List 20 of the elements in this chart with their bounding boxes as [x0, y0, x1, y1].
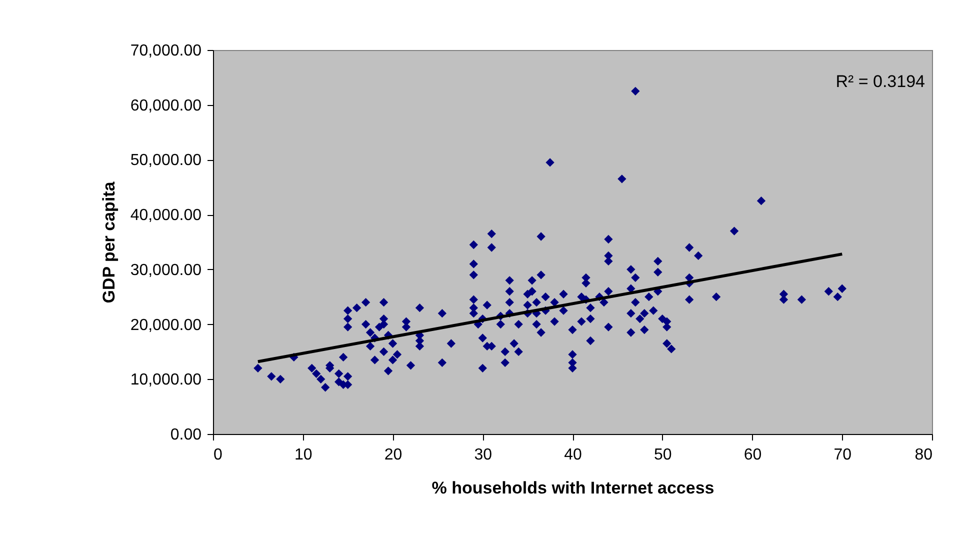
x-tick-label: 0: [214, 446, 222, 464]
y-tick-label: 70,000.00: [130, 42, 202, 60]
y-tick-label: 10,000.00: [130, 372, 202, 389]
y-tick-label: 50,000.00: [130, 152, 202, 170]
x-tick-label: 40: [564, 446, 582, 464]
x-axis-title: % households with Internet access: [432, 478, 714, 498]
y-tick-label: 60,000.00: [130, 97, 202, 114]
y-axis-title: GDP per capita: [99, 181, 118, 304]
x-tick-label: 60: [744, 446, 762, 464]
y-tick-label: 40,000.00: [130, 207, 202, 224]
x-tick-label: 80: [914, 446, 933, 464]
x-tick-label: 30: [474, 446, 492, 464]
x-tick-label: 50: [654, 446, 672, 464]
annotation: R² = 0.3194: [836, 72, 925, 91]
y-tick-label: 30,000.00: [130, 262, 202, 279]
y-tick-label: 20,000.00: [130, 316, 202, 334]
y-tick-label: 0.00: [170, 426, 202, 444]
x-tick-label: 10: [294, 446, 312, 464]
x-tick-label: 70: [834, 446, 852, 464]
x-tick-label: 20: [384, 446, 402, 464]
